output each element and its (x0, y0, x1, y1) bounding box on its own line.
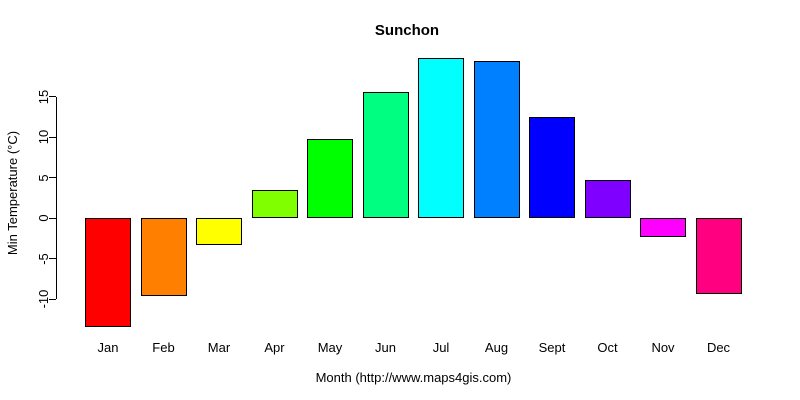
month-label-oct: Oct (597, 340, 618, 355)
y-tick-mark (49, 298, 56, 300)
bar-sept (529, 116, 575, 218)
y-tick-mark (49, 136, 56, 138)
y-tick-mark (49, 177, 56, 178)
month-label-apr: Apr (264, 340, 285, 355)
month-label-feb: Feb (152, 340, 175, 355)
y-axis-label: Min Temperature (°C) (5, 130, 20, 256)
bar-oct (584, 179, 631, 218)
x-axis-label: Month (http://www.maps4gis.com) (315, 370, 512, 385)
month-label-jul: Jul (432, 340, 450, 355)
bar-feb (140, 218, 187, 296)
y-tick-label: -10 (36, 289, 51, 309)
y-axis-line (56, 96, 57, 299)
y-tick-mark (49, 96, 56, 97)
bar-nov (640, 218, 686, 237)
bar-jul (418, 57, 464, 218)
bar-mar (196, 218, 242, 245)
y-tick-label: 15 (36, 89, 51, 104)
y-tick-mark (49, 217, 56, 219)
month-label-jun: Jun (375, 340, 396, 355)
bar-aug (473, 60, 520, 218)
y-tick-label: 5 (36, 173, 51, 182)
y-tick-mark (49, 258, 56, 259)
month-label-aug: Aug (484, 340, 509, 355)
bar-jan (85, 218, 131, 327)
y-tick-label: -5 (36, 252, 51, 265)
month-label-may: May (317, 340, 343, 355)
month-label-dec: Dec (706, 340, 731, 355)
month-label-sept: Sept (538, 340, 566, 355)
y-tick-label: 0 (36, 214, 51, 222)
month-label-nov: Nov (651, 340, 675, 355)
month-label-jan: Jan (97, 340, 119, 355)
bar-dec (695, 218, 742, 295)
month-label-mar: Mar (207, 340, 231, 355)
bar-jun (362, 91, 409, 218)
bar-may (307, 139, 353, 218)
y-tick-label: 10 (36, 129, 51, 145)
chart-title: Sunchon (374, 22, 440, 39)
bar-apr (251, 190, 298, 218)
